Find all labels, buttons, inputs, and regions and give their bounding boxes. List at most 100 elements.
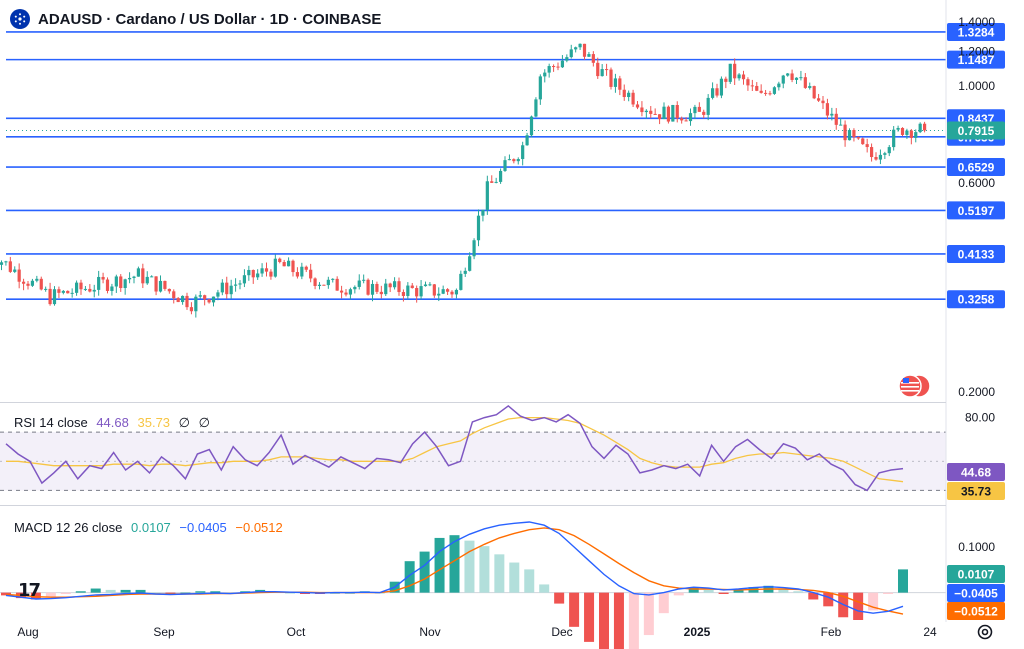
candle-body-162 — [702, 111, 706, 115]
candle-body-104 — [445, 289, 450, 292]
pane-divider-rsi[interactable] — [0, 402, 946, 403]
candle-body-98 — [419, 286, 423, 297]
candle-body-139 — [600, 69, 604, 77]
macd-hist-tag-bg — [947, 565, 1005, 583]
rsi-legend-empty-1: ∅ — [178, 415, 190, 430]
macd-axis-label-0: 0.1000 — [958, 540, 995, 554]
rsi-value-tag: 44.68 — [961, 466, 991, 480]
level-tag-5-bg — [947, 201, 1005, 220]
candle-body-154 — [666, 106, 671, 122]
level-tag-6-bg — [947, 244, 1005, 263]
candle-body-126 — [543, 72, 547, 77]
macd-hist-bar-48 — [718, 592, 729, 595]
candle-body-86 — [366, 279, 370, 295]
settings-gear-icon[interactable] — [975, 622, 995, 642]
rsi-line — [5, 404, 904, 492]
candle-body-143 — [618, 78, 622, 90]
level-tag-6: 0.4133 — [958, 247, 995, 261]
macd-hist-bar-30 — [449, 535, 460, 593]
candle-body-21 — [79, 282, 83, 290]
candle-body-95 — [406, 285, 410, 296]
macd-hist-tag: 0.0107 — [958, 568, 995, 582]
time-axis-label-6: Feb — [821, 625, 842, 639]
candle-body-42 — [172, 291, 176, 299]
macd-hist-bar-12 — [180, 592, 191, 594]
candle-body-151 — [653, 113, 657, 115]
candle-body-149 — [644, 110, 648, 113]
macd-hist-bar-9 — [135, 589, 146, 593]
tradingview-logo-icon[interactable]: 17 — [18, 580, 41, 601]
candle-body-165 — [715, 88, 719, 96]
macd-hist-bar-39 — [584, 592, 595, 642]
candle-body-135 — [582, 43, 587, 57]
candle-body-4 — [4, 261, 8, 263]
level-tag-1-bg — [947, 50, 1005, 69]
candle-body-212 — [922, 123, 927, 131]
candle-body-61 — [256, 273, 260, 278]
candle-body-166 — [719, 78, 724, 96]
candle-body-144 — [622, 89, 626, 98]
candle-body-161 — [697, 106, 701, 112]
rsi-legend: RSI 14 close 44.68 35.73 ∅ ∅ — [14, 415, 215, 431]
macd-histogram — [1, 535, 908, 649]
macd-line-tag-bg — [947, 584, 1005, 602]
candle-body-76 — [322, 284, 326, 286]
candle-body-203 — [883, 153, 887, 155]
candle-body-27 — [105, 279, 110, 291]
candle-body-29 — [114, 276, 118, 287]
macd-hist-bar-20 — [300, 592, 310, 595]
candle-body-25 — [97, 276, 101, 290]
candle-body-179 — [777, 83, 781, 88]
candle-body-28 — [110, 286, 114, 291]
candle-body-146 — [631, 92, 635, 105]
candle-body-64 — [269, 271, 273, 277]
candle-body-101 — [432, 284, 436, 296]
candle-body-70 — [295, 272, 300, 277]
candle-body-55 — [229, 285, 233, 295]
macd-line — [5, 521, 904, 614]
candle-body-127 — [547, 66, 551, 73]
macd-hist-bar-38 — [569, 592, 580, 627]
candle-body-39 — [158, 280, 163, 292]
candle-body-93 — [397, 281, 401, 293]
level-tag-1: 1.1487 — [958, 53, 995, 67]
candle-body-137 — [591, 54, 595, 63]
level-tag-0-bg — [947, 22, 1005, 41]
candle-body-11 — [35, 278, 39, 281]
candle-body-100 — [428, 284, 432, 286]
price-axis-label-0: 1.4000 — [958, 15, 995, 29]
candle-body-34 — [136, 268, 141, 277]
price-axis-label-2: 1.0000 — [958, 79, 995, 93]
candle-body-65 — [273, 258, 277, 277]
candle-body-163 — [706, 97, 710, 115]
candle-body-190 — [825, 103, 830, 116]
macd-hist-bar-28 — [419, 551, 430, 593]
macd-hist-bar-13 — [195, 591, 206, 593]
pane-divider-macd[interactable] — [0, 505, 946, 506]
macd-hist-bar-45 — [673, 592, 684, 596]
candle-body-91 — [388, 283, 392, 288]
candle-body-50 — [207, 299, 211, 303]
candle-body-192 — [834, 113, 838, 125]
macd-hist-bar-0 — [1, 592, 11, 596]
candle-body-191 — [830, 113, 834, 116]
candle-body-97 — [415, 288, 419, 297]
us-flag-events-icon[interactable] — [897, 372, 933, 400]
candle-body-210 — [914, 132, 918, 138]
macd-hist-bar-53 — [793, 591, 804, 593]
macd-hist-bar-43 — [643, 592, 654, 636]
level-tag-5: 0.5197 — [958, 204, 995, 218]
candle-body-157 — [680, 118, 684, 121]
macd-hist-bar-5 — [75, 591, 86, 593]
candle-body-106 — [454, 289, 459, 295]
candle-body-26 — [101, 276, 105, 280]
candle-body-53 — [220, 282, 224, 293]
candle-body-99 — [423, 284, 428, 287]
macd-hist-bar-29 — [434, 537, 445, 593]
candle-body-186 — [808, 86, 812, 88]
candle-body-152 — [657, 114, 662, 120]
current-price-tag: 0.7915 — [958, 124, 995, 138]
candle-body-36 — [145, 276, 149, 284]
